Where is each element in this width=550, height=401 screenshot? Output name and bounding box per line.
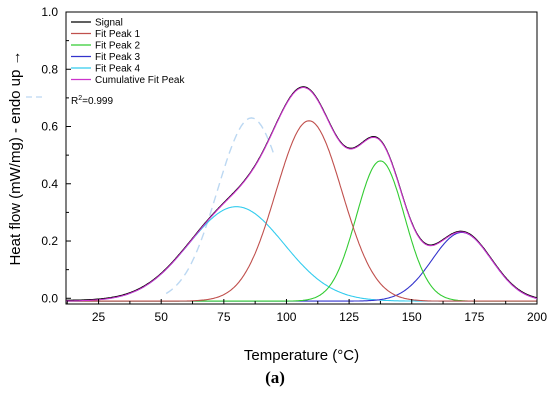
- series-line-signal: [65, 86, 538, 301]
- y-axis-ticks: 0.0 0.2 0.4 0.6 0.8 1.0: [41, 5, 71, 305]
- x-tick-label: 100: [276, 310, 296, 324]
- y-axis-label: Heat flow (mW/mg) - endo up →: [7, 50, 24, 265]
- ghost-trace-artifacts: [26, 96, 275, 295]
- y-tick-label: 0.0: [41, 291, 58, 305]
- series-line-cumulative-fit-peak: [66, 86, 538, 302]
- legend-label: Fit Peak 3: [95, 52, 140, 63]
- x-tick-label: 150: [402, 310, 422, 324]
- x-tick-label: 200: [527, 310, 547, 324]
- legend-label: Signal: [95, 18, 123, 29]
- y-tick-label: 1.0: [41, 5, 58, 19]
- y-tick-label: 0.4: [41, 177, 58, 191]
- legend-label: Fit Peak 2: [95, 41, 140, 52]
- curve-layer: [65, 86, 538, 302]
- x-tick-label: 75: [217, 310, 231, 324]
- x-tick-label: 50: [155, 310, 169, 324]
- r-squared-value: =0.999: [82, 96, 113, 107]
- x-tick-label: 175: [464, 310, 484, 324]
- x-axis-label: Temperature (°C): [244, 347, 359, 364]
- x-axis-ticks: 25 50 75 100 125 150 175 200: [66, 299, 547, 324]
- figure-caption: (a): [265, 368, 285, 387]
- x-tick-label: 25: [92, 310, 106, 324]
- legend-label: Cumulative Fit Peak: [95, 75, 185, 86]
- r-squared-label: R2=0.999: [71, 95, 113, 107]
- plot-frame: [65, 11, 538, 305]
- legend-label: Fit Peak 1: [95, 29, 140, 40]
- y-tick-label: 0.2: [41, 234, 58, 248]
- r-squared-superscript: 2: [78, 95, 82, 102]
- series-line-fit-peak-4: [66, 206, 537, 302]
- x-tick-label: 125: [339, 310, 359, 324]
- series-line-fit-peak-1: [66, 120, 537, 302]
- series-line-fit-peak-2: [66, 160, 537, 302]
- legend-label: Fit Peak 4: [95, 64, 140, 75]
- y-tick-label: 0.8: [41, 62, 58, 76]
- y-tick-label: 0.6: [41, 120, 58, 134]
- ghost-curve: [165, 117, 275, 295]
